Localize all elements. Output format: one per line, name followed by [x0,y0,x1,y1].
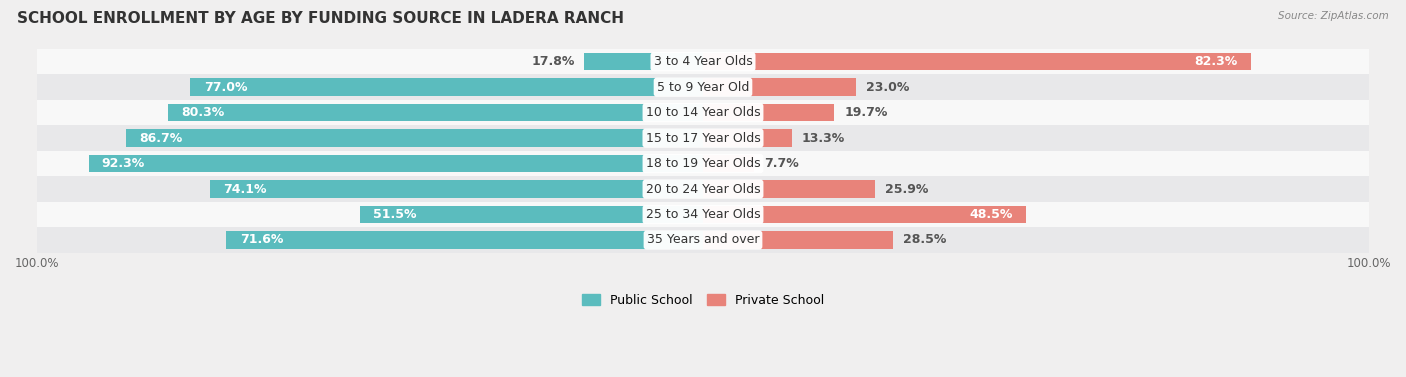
Bar [703,231,893,249]
Text: 86.7%: 86.7% [139,132,183,145]
Bar [703,206,1026,223]
Text: 51.5%: 51.5% [374,208,418,221]
Text: 17.8%: 17.8% [531,55,575,68]
Text: 23.0%: 23.0% [866,81,910,93]
Text: 10 to 14 Year Olds: 10 to 14 Year Olds [645,106,761,119]
Bar [37,176,1369,202]
Bar [37,74,1369,100]
Bar [703,53,1251,70]
Bar [226,231,703,249]
Text: 18 to 19 Year Olds: 18 to 19 Year Olds [645,157,761,170]
Bar [37,49,1369,74]
Bar [89,155,703,172]
Bar [37,202,1369,227]
Bar [37,227,1369,253]
Text: 71.6%: 71.6% [239,233,283,247]
Text: 28.5%: 28.5% [903,233,946,247]
Bar [703,180,876,198]
Bar [703,78,856,96]
Text: 13.3%: 13.3% [801,132,845,145]
Bar [360,206,703,223]
Text: 77.0%: 77.0% [204,81,247,93]
Text: 5 to 9 Year Old: 5 to 9 Year Old [657,81,749,93]
Bar [37,126,1369,151]
Text: 80.3%: 80.3% [181,106,225,119]
Text: 25 to 34 Year Olds: 25 to 34 Year Olds [645,208,761,221]
Text: 25.9%: 25.9% [886,182,929,196]
Bar [37,151,1369,176]
Bar [190,78,703,96]
Text: 35 Years and over: 35 Years and over [647,233,759,247]
Bar [703,129,792,147]
Text: 20 to 24 Year Olds: 20 to 24 Year Olds [645,182,761,196]
Bar [209,180,703,198]
Text: 82.3%: 82.3% [1194,55,1237,68]
Bar [703,155,754,172]
Text: 3 to 4 Year Olds: 3 to 4 Year Olds [654,55,752,68]
Text: 92.3%: 92.3% [101,157,145,170]
Legend: Public School, Private School: Public School, Private School [576,289,830,312]
Text: SCHOOL ENROLLMENT BY AGE BY FUNDING SOURCE IN LADERA RANCH: SCHOOL ENROLLMENT BY AGE BY FUNDING SOUR… [17,11,624,26]
Bar [585,53,703,70]
Bar [37,100,1369,126]
Text: 7.7%: 7.7% [765,157,799,170]
Text: Source: ZipAtlas.com: Source: ZipAtlas.com [1278,11,1389,21]
Bar [703,104,834,121]
Text: 48.5%: 48.5% [969,208,1012,221]
Bar [125,129,703,147]
Text: 19.7%: 19.7% [844,106,887,119]
Text: 15 to 17 Year Olds: 15 to 17 Year Olds [645,132,761,145]
Text: 74.1%: 74.1% [224,182,267,196]
Bar [169,104,703,121]
